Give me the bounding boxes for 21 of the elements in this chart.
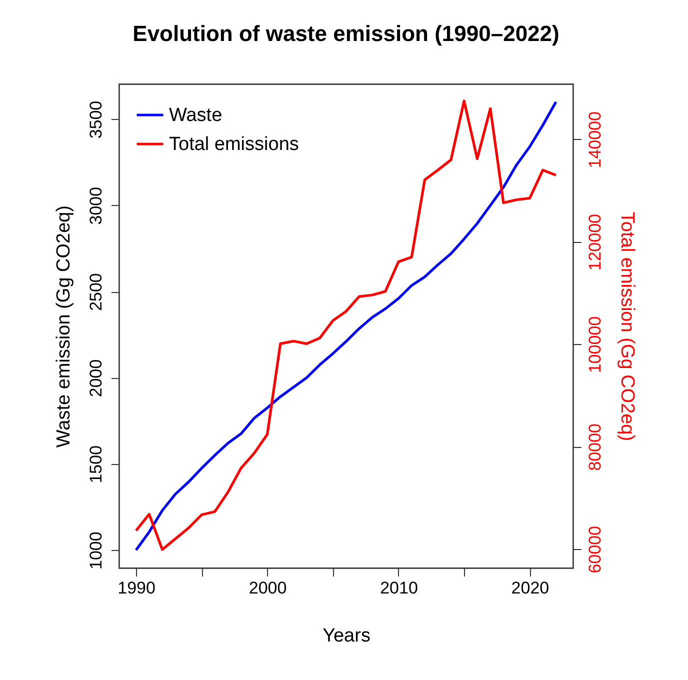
x-tick-label: 2010: [380, 578, 418, 598]
y-tick-label: 2000: [86, 359, 106, 398]
y2-tick-label: 100000: [586, 316, 604, 374]
y-tick-label: 2500: [86, 273, 106, 311]
y-tick-label: 1000: [86, 532, 106, 570]
legend-label: Waste: [169, 105, 222, 126]
y2-tick-label: 120000: [586, 214, 604, 271]
y-tick-label: 1500: [86, 445, 106, 484]
legend-label: Total emissions: [169, 134, 299, 155]
y-axis-title: Waste emission (Gg CO2eq): [54, 205, 74, 448]
x-tick-label: 2020: [511, 578, 550, 598]
y2-tick-label: 80000: [586, 423, 604, 471]
chart-title: Evolution of waste emission (1990–2022): [132, 21, 560, 46]
y2-tick-label: 60000: [586, 526, 604, 574]
y2-axis-title: Total emission (Gg CO2eq): [616, 212, 638, 442]
y-tick-label: 3000: [86, 186, 106, 225]
x-axis-title: Years: [322, 626, 370, 646]
y2-tick-label: 140000: [586, 111, 604, 168]
x-tick-label: 1990: [118, 578, 156, 598]
x-tick-label: 2000: [248, 578, 287, 598]
y-tick-label: 3500: [86, 100, 106, 139]
